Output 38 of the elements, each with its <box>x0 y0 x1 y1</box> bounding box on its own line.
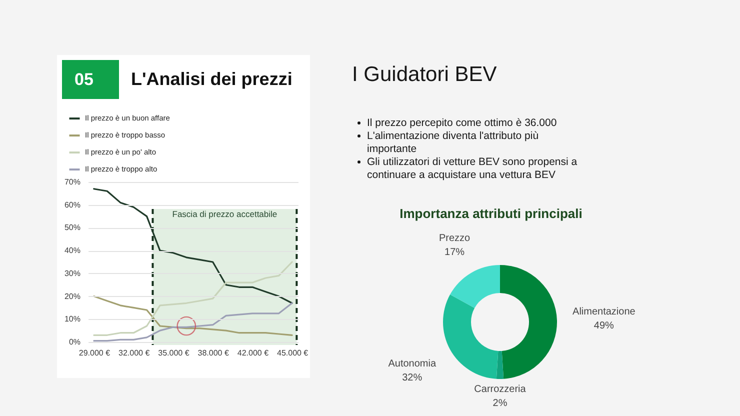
slice-label: Alimentazione <box>572 306 636 318</box>
line-series <box>93 261 293 336</box>
y-tick-label: 10% <box>64 314 80 324</box>
donut-slice <box>500 265 557 379</box>
donut-slice <box>450 265 500 308</box>
y-tick-label: 40% <box>64 246 80 256</box>
donut-slice <box>443 294 498 379</box>
text: Gli utilizzatori di vetture BEV sono propensi a continuare a acquistare una vettura BEV <box>367 156 578 181</box>
donut-slice <box>496 350 504 379</box>
line-series <box>93 188 293 304</box>
text: Il prezzo percepito come ottimo è 36.000 <box>367 117 557 129</box>
data-label: 17% <box>444 247 465 258</box>
line-series <box>93 295 293 336</box>
slice-label: Prezzo <box>438 233 471 244</box>
x-tick-label: 32.000 € <box>118 348 150 358</box>
x-tick-label: 35.000 € <box>158 348 190 358</box>
line-series <box>93 302 293 342</box>
x-tick-label: 29.000 € <box>78 348 111 358</box>
chart-title: Importanza attributi principali <box>400 206 582 221</box>
x-tick-label: 38.000 € <box>198 348 230 358</box>
data-label: 2% <box>492 398 508 409</box>
data-label: 49% <box>594 320 614 332</box>
x-tick-label: 45.000 € <box>276 348 309 358</box>
text: 05 <box>74 70 94 89</box>
y-tick-label: 30% <box>64 268 80 278</box>
text: L'alimentazione diventa l'attributo più importante <box>367 130 539 155</box>
annotation: Fascia di prezzo accettabile <box>172 209 278 219</box>
data-label: 32% <box>402 372 422 384</box>
slice-label: Carrozzeria <box>474 384 526 395</box>
x-tick-label: 42.000 € <box>237 348 270 358</box>
y-tick-label: 70% <box>64 178 80 186</box>
y-tick-label: 50% <box>64 223 80 232</box>
y-tick-label: 60% <box>64 200 80 210</box>
y-tick-label: 0% <box>68 338 80 346</box>
text: I Guidatori BEV <box>352 63 497 86</box>
chart-title: L'Analisi dei prezzi <box>131 69 292 89</box>
slice-label: Autonomia <box>388 358 436 370</box>
y-tick-label: 20% <box>64 292 80 301</box>
